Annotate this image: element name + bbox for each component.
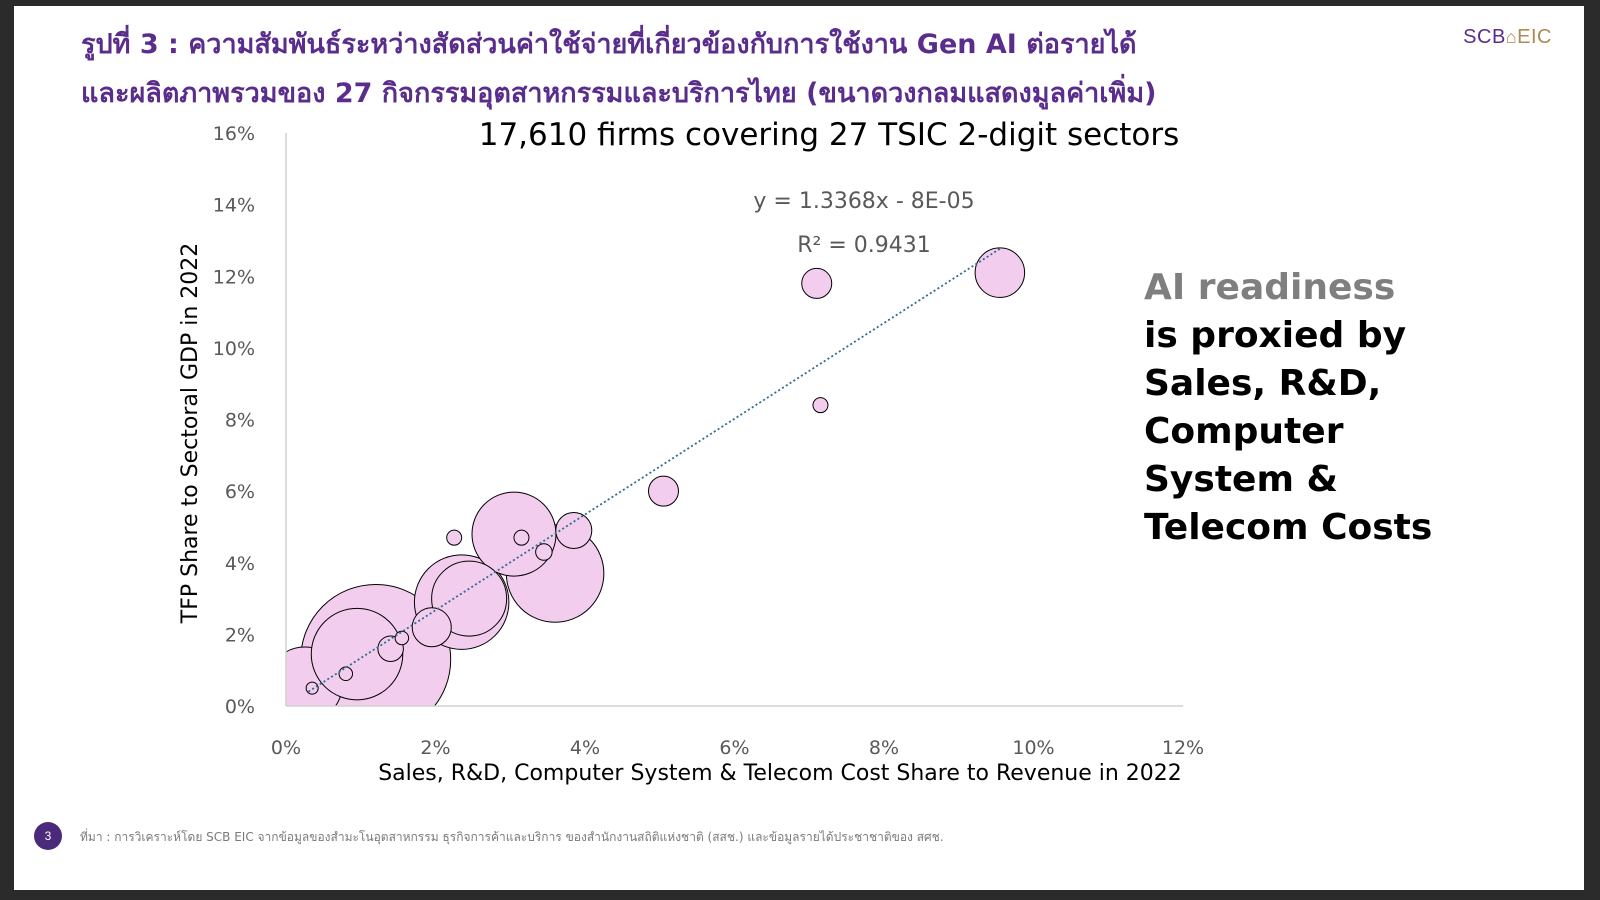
source-note: ที่มา : การวิเคราะห์โดย SCB EIC จากข้อมู…: [80, 830, 944, 844]
title-line-1: รูปที่ 3 : ความสัมพันธ์ระหว่างสัดส่วนค่า…: [81, 29, 1137, 60]
x-tick-label: 10%: [1012, 737, 1054, 759]
y-axis-ticks: 0% 2% 4% 6% 8% 10% 12% 14% 16%: [213, 123, 255, 718]
bubble-point-7: [431, 560, 508, 637]
slide-title: รูปที่ 3 : ความสัมพันธ์ระหว่างสัดส่วนค่า…: [81, 20, 1321, 118]
bubble-point-12: [801, 267, 833, 299]
bubble-point-16: [513, 529, 530, 546]
x-tick-label: 2%: [420, 737, 450, 759]
y-axis-label: TFP Share to Sectoral GDP in 2022: [178, 243, 203, 625]
x-tick-label: 12%: [1162, 737, 1204, 759]
trendline-r-squared: R² = 0.9431: [797, 233, 931, 258]
home-icon: ⌂: [1505, 27, 1518, 47]
ai-readiness-callout: AI readiness is proxied by Sales, R&D, C…: [1144, 264, 1444, 552]
y-tick-label: 4%: [225, 553, 255, 575]
bubble-point-10: [647, 475, 679, 507]
x-tick-label: 4%: [570, 737, 600, 759]
bubble-chart: 0% 2% 4% 6% 8% 10% 12% 0%2%4%6%8%10%12%14%16% …: [178, 117, 1204, 786]
y-tick-label: 14%: [213, 195, 255, 217]
chart-title: 17,610 firms covering 27 TSIC 2-digit se…: [479, 117, 1180, 153]
y-tick-label: 8%: [225, 410, 255, 432]
x-tick-label: 0%: [271, 737, 301, 759]
bubble-point-13: [974, 247, 1026, 298]
y-tick-label: 2%: [225, 624, 255, 646]
bubble-point-9: [555, 512, 593, 550]
callout-text: is proxied by Sales, R&D, Computer Syste…: [1144, 315, 1433, 548]
y-tick-label: 0%: [225, 696, 255, 718]
y-tick-label: 10%: [213, 338, 255, 360]
x-axis-label: Sales, R&D, Computer System & Telecom Co…: [378, 761, 1182, 786]
logo-text-left: SCB: [1463, 26, 1506, 48]
bubble-point-17: [535, 543, 553, 561]
x-axis-ticks: 0% 2% 4% 6% 8% 10% 12%: [271, 737, 1204, 759]
bubble-series: [286, 247, 1026, 706]
title-line-2: และผลิตภาพรวมของ 27 กิจกรรมอุตสาหกรรมและ…: [81, 78, 1157, 109]
x-tick-label: 6%: [719, 737, 749, 759]
bubble-point-5: [471, 491, 557, 577]
bubble-point-18: [394, 630, 410, 646]
page-number-badge: 3: [34, 822, 62, 850]
y-tick-label: 16%: [213, 123, 255, 145]
slide: รูปที่ 3 : ความสัมพันธ์ระหว่างสัดส่วนค่า…: [14, 6, 1584, 890]
trendline: [307, 248, 1001, 693]
bubble-point-20: [305, 681, 319, 695]
bubble-point-6: [310, 607, 404, 701]
callout-highlight: AI readiness: [1144, 267, 1396, 308]
trendline-equation: y = 1.3368x - 8E-05: [753, 189, 974, 214]
y-tick-label: 6%: [225, 481, 255, 503]
bubble-point-15: [446, 529, 463, 546]
bubble-point-19: [338, 666, 354, 682]
bubble-point-14: [812, 397, 829, 414]
company-logo: SCB⌂EIC: [1463, 26, 1552, 49]
y-tick-label: 12%: [213, 266, 255, 288]
bubble-point-8: [411, 607, 452, 648]
logo-text-right: EIC: [1517, 26, 1552, 48]
x-tick-label: 8%: [869, 737, 899, 759]
